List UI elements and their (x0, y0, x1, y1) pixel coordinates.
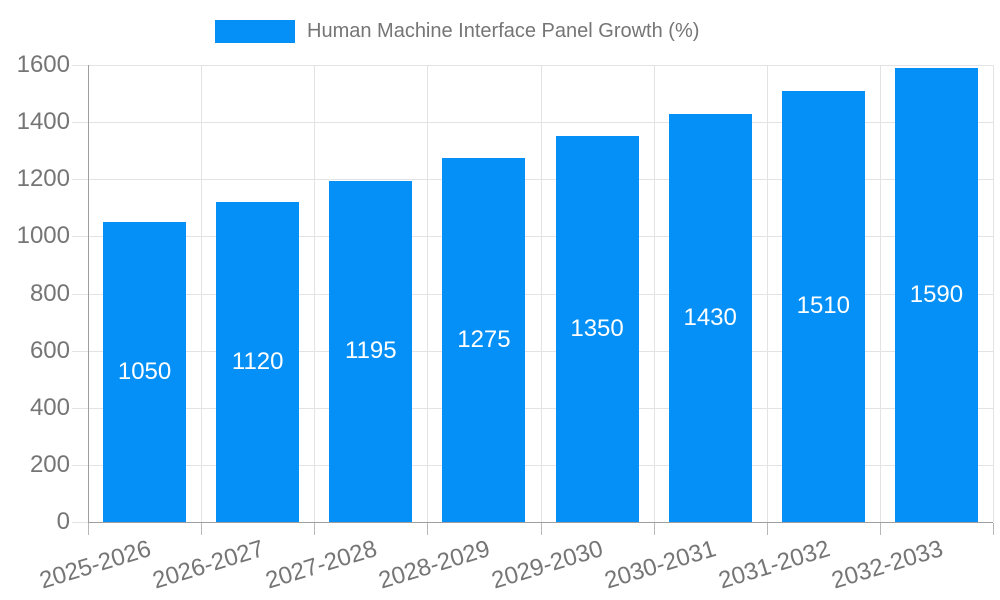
horizontal-gridline (88, 350, 993, 352)
x-axis-category-label: 2030-2031 (601, 535, 720, 595)
vertical-gridline (993, 65, 994, 522)
bar-value-label: 1195 (345, 337, 397, 365)
horizontal-gridline (88, 122, 993, 124)
x-axis-tick (88, 523, 89, 535)
bar-value-label: 1120 (231, 348, 284, 376)
y-axis-tick (72, 65, 88, 66)
bar-2032-2033: 1590 (894, 67, 978, 522)
x-axis-tick (314, 523, 316, 535)
y-axis-tick-label: 800 (29, 279, 70, 307)
bar-value-label: 1350 (570, 315, 624, 343)
x-axis-tick (427, 523, 429, 535)
x-axis-category-label: 2032-2033 (828, 535, 946, 595)
x-axis-tick (540, 523, 542, 535)
y-axis-tick (72, 464, 88, 466)
x-axis-tick (879, 523, 881, 535)
bar-2029-2030: 1350 (555, 136, 639, 522)
y-axis-tick (72, 179, 88, 181)
horizontal-gridline (88, 464, 993, 466)
bar-2026-2027: 1120 (216, 202, 300, 522)
x-axis-category-label: 2028-2029 (375, 535, 494, 595)
y-axis-tick-label: 200 (29, 450, 70, 478)
y-axis-tick (72, 236, 88, 238)
bar-value-label: 1510 (796, 292, 850, 320)
x-axis-category-label: 2025-2026 (36, 535, 154, 595)
x-axis-tick (766, 523, 768, 535)
x-axis-line (88, 522, 993, 523)
chart-legend: Human Machine Interface Panel Growth (%) (215, 20, 699, 43)
y-axis-tick (72, 522, 88, 523)
bar-value-label: 1430 (683, 303, 737, 331)
bar-value-label: 1050 (117, 358, 172, 386)
y-axis-tick (72, 407, 88, 409)
bar-2027-2028: 1195 (329, 180, 413, 522)
x-axis-category-label: 2027-2028 (262, 535, 381, 595)
y-axis-tick-label: 0 (56, 508, 70, 535)
bar-value-label: 1275 (457, 325, 511, 353)
legend-label: Human Machine Interface Panel Growth (%) (307, 20, 700, 42)
horizontal-gridline (88, 65, 993, 66)
horizontal-gridline (88, 407, 993, 409)
y-axis-tick (72, 122, 88, 124)
bar-2025-2026: 1050 (103, 222, 187, 522)
x-axis-tick (653, 523, 655, 535)
y-axis-tick-label: 1400 (16, 108, 70, 136)
horizontal-gridline (88, 179, 993, 181)
x-axis-category-label: 2031-2032 (714, 535, 833, 595)
bar-2031-2032: 1510 (781, 90, 865, 522)
y-axis-tick-label: 600 (29, 336, 70, 364)
x-axis-tick (993, 523, 994, 535)
x-axis-category-label: 2029-2030 (488, 535, 607, 595)
y-axis-tick-label: 1200 (16, 165, 70, 193)
y-axis-tick-label: 400 (29, 393, 70, 421)
bar-value-label: 1590 (909, 280, 964, 308)
y-axis-tick-label: 1600 (16, 51, 70, 78)
y-axis-tick (72, 350, 88, 352)
bar-2028-2029: 1275 (442, 157, 526, 522)
x-axis-category-label: 2026-2027 (149, 535, 267, 595)
y-axis-tick-label: 1000 (16, 222, 70, 250)
bar-2030-2031: 1430 (668, 113, 752, 522)
y-axis-tick (72, 293, 88, 295)
x-axis-tick (201, 523, 203, 535)
horizontal-gridline (88, 293, 993, 295)
horizontal-gridline (88, 236, 993, 238)
y-axis-line (88, 65, 89, 534)
legend-swatch (215, 20, 295, 43)
